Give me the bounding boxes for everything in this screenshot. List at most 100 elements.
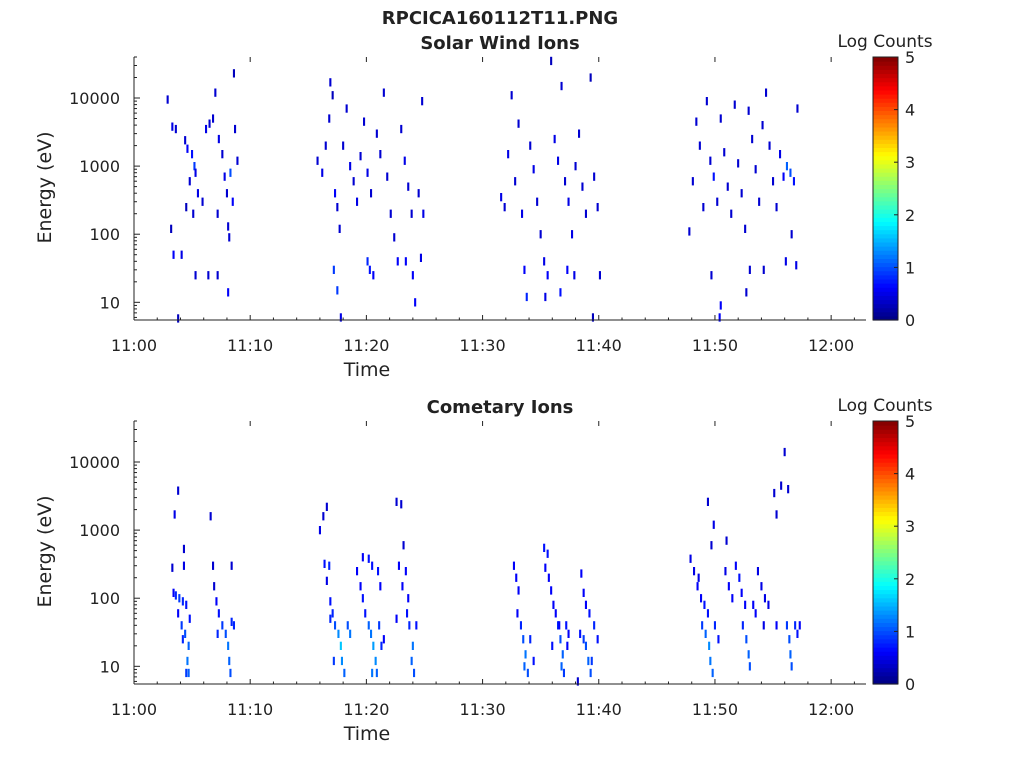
data-cell xyxy=(584,209,587,218)
data-cell xyxy=(767,600,770,609)
x-tick-label: 11:40 xyxy=(576,336,622,355)
data-cell xyxy=(166,95,169,104)
colorbar-step xyxy=(873,445,898,451)
data-cell xyxy=(182,561,185,570)
colorbar-step xyxy=(873,511,898,517)
colorbar-tick-label: 4 xyxy=(905,465,915,484)
data-cell xyxy=(185,668,188,678)
data-cell xyxy=(789,168,792,177)
data-cell xyxy=(731,594,734,603)
data-cell xyxy=(366,257,369,266)
data-cell xyxy=(407,182,410,191)
colorbar-step xyxy=(873,659,898,665)
colorbar-step xyxy=(873,638,898,644)
colorbar-step xyxy=(873,568,898,574)
colorbar-tick-label: 5 xyxy=(905,48,915,67)
colorbar-step xyxy=(873,274,898,280)
colorbar-tick-label: 4 xyxy=(905,101,915,120)
data-cell xyxy=(705,97,708,106)
data-cell xyxy=(332,656,335,666)
data-cell xyxy=(177,314,180,323)
data-cell xyxy=(768,141,771,150)
data-cell xyxy=(539,230,542,239)
colorbar-step xyxy=(873,675,898,681)
colorbar-step xyxy=(873,577,898,582)
data-cell xyxy=(419,253,422,262)
data-cell xyxy=(762,265,765,274)
data-cell xyxy=(361,553,364,562)
data-cell xyxy=(712,172,715,181)
data-cell xyxy=(559,635,562,644)
data-cell xyxy=(382,88,385,97)
data-cell xyxy=(788,635,791,644)
x-tick-label: 11:30 xyxy=(460,700,506,719)
data-cell xyxy=(337,629,340,638)
colorbar-step xyxy=(873,262,898,268)
data-cell xyxy=(386,172,389,181)
data-cell xyxy=(738,573,741,582)
panel-2: 11:00 11:10 11:20 11:30 11:40 11:50 12:0010100… xyxy=(34,396,933,745)
data-cell xyxy=(228,656,231,666)
data-cell xyxy=(758,197,761,206)
data-cell xyxy=(745,635,748,644)
data-cell xyxy=(407,594,410,603)
colorbar-step xyxy=(873,102,898,107)
data-cell xyxy=(323,559,326,568)
data-cell xyxy=(523,265,526,274)
data-cell xyxy=(339,313,342,322)
colorbar-step xyxy=(873,180,898,185)
data-cell xyxy=(775,203,778,212)
data-cell xyxy=(227,641,230,650)
data-cell xyxy=(367,554,370,563)
colorbar-step xyxy=(873,519,898,525)
data-cell xyxy=(517,119,520,128)
data-cell xyxy=(349,162,352,171)
data-cell xyxy=(580,569,583,578)
data-cell xyxy=(196,189,199,198)
data-cell xyxy=(324,141,327,150)
colorbar-step xyxy=(873,196,898,202)
data-cell xyxy=(371,668,374,678)
x-tick-label: 11:20 xyxy=(343,700,389,719)
colorbar-step xyxy=(873,287,898,292)
colorbar-step xyxy=(873,258,898,264)
data-cell xyxy=(397,561,400,570)
data-cell xyxy=(691,177,694,186)
data-cell xyxy=(173,510,176,519)
data-cell xyxy=(698,141,701,150)
colorbar-step xyxy=(873,184,898,190)
data-cell xyxy=(325,576,328,585)
data-cell xyxy=(216,629,219,638)
colorbar-step xyxy=(873,303,898,309)
data-cell xyxy=(229,668,232,678)
colorbar-step xyxy=(873,65,898,70)
data-cell xyxy=(227,222,230,231)
colorbar-step xyxy=(873,126,898,132)
data-cell xyxy=(207,271,210,280)
data-cell xyxy=(371,561,374,570)
data-cell xyxy=(706,497,709,506)
data-cell xyxy=(377,567,380,576)
colorbar-step xyxy=(873,585,898,591)
data-cell xyxy=(550,56,553,66)
data-cell xyxy=(596,635,599,644)
data-cell xyxy=(216,271,219,280)
colorbar-step xyxy=(873,254,898,259)
data-cell xyxy=(400,124,403,134)
x-axis-label: Time xyxy=(343,723,391,745)
data-cell xyxy=(329,614,332,623)
data-cell xyxy=(525,292,528,302)
data-cell xyxy=(703,600,706,609)
colorbar-step xyxy=(873,548,898,554)
y-tick-label: 10000 xyxy=(69,453,120,472)
colorbar-step xyxy=(873,311,898,317)
data-cell xyxy=(212,561,215,570)
colorbar-step xyxy=(873,647,898,652)
colorbar-step xyxy=(873,151,898,157)
colorbar-step xyxy=(873,204,898,210)
colorbar-step xyxy=(873,114,898,120)
data-cell xyxy=(177,486,180,495)
data-cell xyxy=(553,134,556,144)
data-cell xyxy=(796,629,799,638)
